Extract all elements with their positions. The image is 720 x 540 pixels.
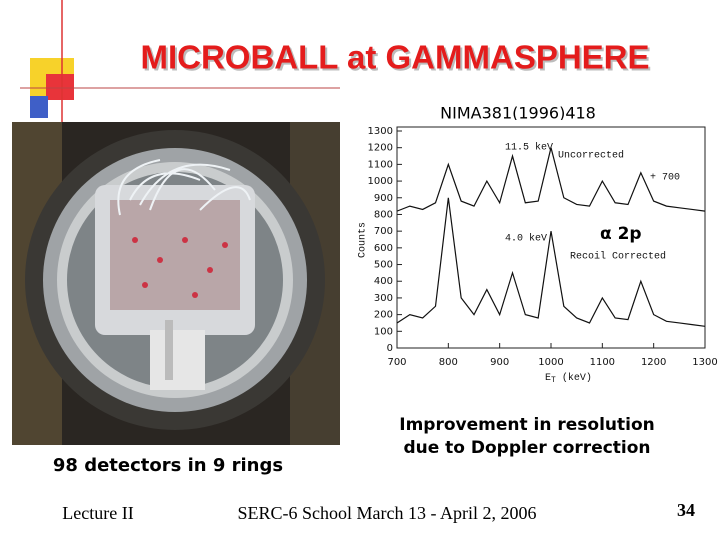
x-tick-label: 700: [387, 357, 406, 368]
footer-center: SERC-6 School March 13 - April 2, 2006: [238, 503, 537, 523]
y-axis-label: Counts: [358, 222, 369, 258]
page-number: 34: [677, 500, 695, 520]
y-tick-label: 200: [374, 310, 393, 321]
series-label: Recoil Corrected: [570, 251, 666, 263]
figure-caption: due to Doppler correction: [403, 438, 650, 458]
x-axis-label-subscript: T: [551, 376, 556, 385]
y-tick-label: 1300: [368, 126, 393, 137]
y-tick-label: 1200: [368, 143, 393, 154]
spectrum-line: [396, 197, 706, 327]
x-axis-label: ET (keV): [545, 372, 592, 385]
reference: NIMA381(1996)418: [440, 104, 596, 123]
footer-left: Lecture II: [62, 503, 133, 523]
x-tick-label: 1000: [538, 357, 563, 368]
x-tick-label: 900: [490, 357, 509, 368]
x-axis-label-unit: (keV): [562, 372, 592, 384]
annotation: 4.0 keV: [505, 233, 547, 245]
annotation: α 2p: [600, 224, 642, 244]
y-tick-label: 700: [374, 226, 393, 237]
series-label: Uncorrected: [558, 150, 624, 162]
figure-caption: Improvement in resolution: [399, 415, 655, 435]
y-tick-label: 600: [374, 243, 393, 254]
x-tick-label: 800: [439, 357, 458, 368]
deco-square: [30, 96, 48, 118]
y-tick-label: 900: [374, 193, 393, 204]
figure-background: [352, 120, 720, 386]
x-tick-label: 1100: [590, 357, 615, 368]
y-tick-label: 1000: [368, 176, 393, 187]
y-tick-label: 100: [374, 326, 393, 337]
annotation: + 700: [650, 173, 680, 184]
x-tick-label: 1300: [692, 357, 717, 368]
x-tick-label: 1200: [641, 357, 666, 368]
title: MICROBALL at GAMMASPHERE: [140, 39, 649, 76]
spectrum-line: [396, 147, 706, 212]
y-tick-label: 1100: [368, 159, 393, 170]
spectrum-plot: 0 100 200 300 400 500 600 700 800 900 1000 1100 1200…: [358, 126, 718, 385]
photo: [12, 122, 340, 445]
y-tick-label: 500: [374, 260, 393, 271]
deco-square: [46, 74, 74, 100]
title-shadow: MICROBALL at GAMMASPHERE: [142, 41, 651, 78]
y-tick-label: 400: [374, 276, 393, 287]
y-tick-label: 800: [374, 209, 393, 220]
annotation: 11.5 keV: [505, 142, 553, 154]
y-tick-label: 0: [387, 343, 393, 354]
photo-caption: 98 detectors in 9 rings: [53, 455, 283, 476]
x-axis-label-symbol: E: [545, 373, 551, 384]
y-tick-label: 300: [374, 293, 393, 304]
